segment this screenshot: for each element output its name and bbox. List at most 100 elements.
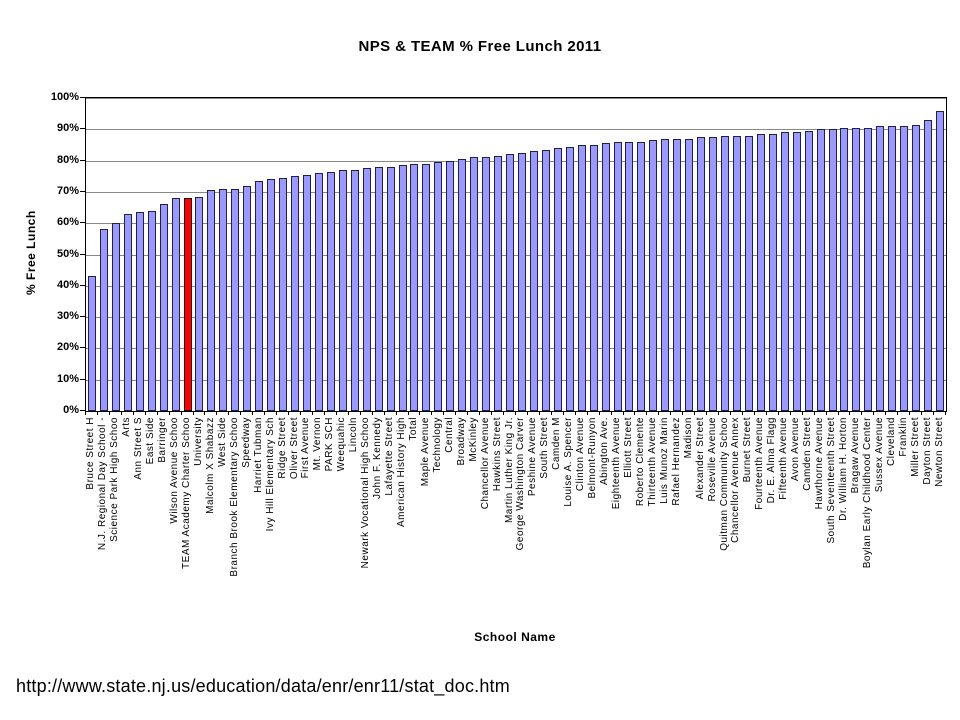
bar (470, 157, 479, 411)
bar (780, 132, 789, 411)
x-tick-mark (443, 411, 444, 415)
bar (936, 110, 945, 411)
x-category-label: Ivy Hill Elementary Sch (264, 417, 276, 532)
x-tick-mark (658, 411, 659, 415)
bar (876, 126, 885, 411)
y-tick-mark (80, 316, 85, 318)
x-category-label: Cleveland (885, 417, 897, 466)
x-tick-mark (682, 411, 683, 415)
bar (279, 177, 288, 411)
x-category-label: Miller Street (909, 417, 921, 477)
x-tick-mark (503, 411, 504, 415)
bar (565, 146, 574, 411)
bar (326, 171, 335, 411)
y-tick-mark (80, 222, 85, 224)
bar (601, 143, 610, 411)
x-tick-mark (599, 411, 600, 415)
x-tick-mark (97, 411, 98, 415)
x-tick-mark (204, 411, 205, 415)
x-tick-mark (718, 411, 719, 415)
x-tick-mark (587, 411, 588, 415)
bar (888, 126, 897, 411)
x-tick-mark (575, 411, 576, 415)
x-tick-mark (790, 411, 791, 415)
x-tick-mark (336, 411, 337, 415)
bar (900, 126, 909, 411)
x-category-label: Central (443, 417, 455, 453)
x-category-label: Franklin (897, 417, 909, 457)
bar (721, 135, 730, 411)
bar (744, 135, 753, 411)
y-tick-label: 90% (56, 122, 79, 135)
bar (864, 127, 873, 411)
x-category-label: South Street (539, 417, 551, 479)
y-tick-label: 10% (56, 372, 79, 385)
source-url-text: http://www.state.nj.us/education/data/en… (16, 676, 510, 696)
y-tick-mark (80, 378, 85, 380)
x-category-label: Quitman Community Schoo (718, 417, 730, 551)
x-tick-mark (706, 411, 707, 415)
bar (852, 127, 861, 411)
bar (111, 223, 120, 411)
bar (541, 149, 550, 411)
x-tick-mark (563, 411, 564, 415)
x-tick-mark (455, 411, 456, 415)
x-category-label: Eighteenth Avenue (611, 417, 623, 510)
bar (792, 132, 801, 411)
bar (482, 157, 491, 411)
x-tick-mark (228, 411, 229, 415)
y-tick-label: 40% (56, 278, 79, 291)
x-tick-mark (348, 411, 349, 415)
y-tick-label: 0% (63, 404, 79, 416)
y-tick-label: 100% (50, 91, 79, 103)
x-category-label: Clinton Avenue (575, 417, 587, 492)
x-category-label: Lincoln (348, 417, 360, 453)
x-tick-mark (491, 411, 492, 415)
x-category-label: Avon Avenue (790, 417, 802, 482)
gridline-40 (86, 285, 946, 287)
x-category-label: Newark Vocational High Schoo (360, 417, 372, 569)
x-category-label: Abington Ave. (599, 417, 611, 486)
gridline-20 (86, 348, 946, 350)
gridline-90 (86, 129, 946, 131)
bar (637, 141, 646, 411)
x-tick-mark (670, 411, 671, 415)
x-tick-mark (133, 411, 134, 415)
y-tick-mark (80, 410, 85, 411)
bar (649, 140, 658, 411)
x-category-label: Bragaw Avenue (849, 417, 861, 494)
bar (661, 138, 670, 411)
x-category-label: Roseville Avenue (706, 417, 718, 502)
x-tick-mark (181, 411, 182, 415)
x-tick-mark (909, 411, 910, 415)
y-tick-label: 50% (56, 247, 79, 260)
x-tick-mark (169, 411, 170, 415)
x-tick-mark (539, 411, 540, 415)
bar (828, 129, 837, 411)
bar (685, 138, 694, 411)
x-category-label: Weequahic (336, 417, 348, 472)
y-tick-mark (80, 284, 85, 286)
x-tick-mark (324, 411, 325, 415)
bar (147, 210, 156, 411)
x-category-label: Newton Street (933, 417, 945, 487)
x-tick-mark (431, 411, 432, 415)
x-category-label: Thirteenth Avenue (646, 417, 658, 507)
x-category-label: Camden Street (802, 417, 814, 491)
bar (171, 198, 180, 411)
x-category-label: Science Park High Schoo (109, 417, 121, 542)
x-tick-mark (730, 411, 731, 415)
x-category-label: Hawthorne Avenue (814, 417, 826, 510)
bar (709, 137, 718, 411)
bar (912, 124, 921, 411)
x-tick-mark (766, 411, 767, 415)
bar (350, 169, 359, 411)
bar (517, 152, 526, 411)
bar (267, 179, 276, 411)
x-category-label: Harriet Tubman (252, 417, 264, 493)
x-category-label: University (192, 417, 204, 466)
x-category-label: Dayton Street (921, 417, 933, 485)
x-tick-mark (240, 411, 241, 415)
bar (302, 174, 311, 411)
x-tick-mark (873, 411, 874, 415)
